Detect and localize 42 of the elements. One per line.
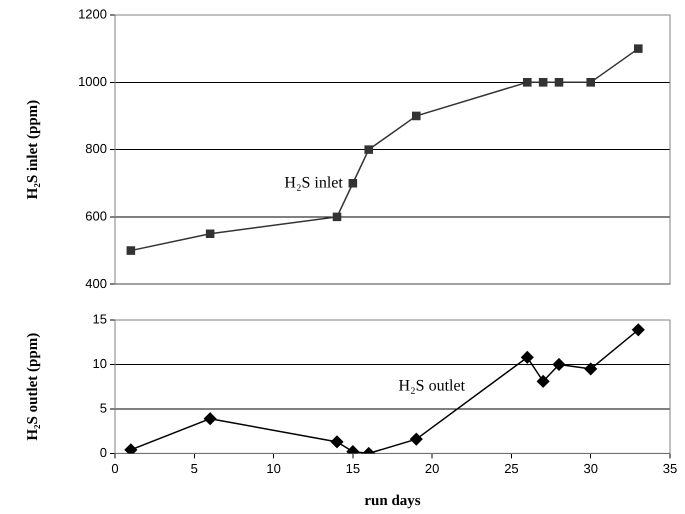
x-tick-label: 20 — [424, 460, 440, 476]
point — [348, 178, 358, 188]
point — [412, 112, 421, 120]
y-tick-label: 1200 — [78, 6, 107, 22]
point — [204, 412, 216, 425]
y-axis-title: H₂S outlet (ppm) — [24, 332, 41, 441]
series-label: H₂S outlet — [398, 377, 466, 394]
point — [410, 432, 423, 446]
y-tick-label: 400 — [85, 276, 107, 291]
point — [538, 78, 548, 87]
series-label: H₂S inlet — [284, 174, 344, 192]
point — [124, 444, 138, 454]
point — [632, 324, 645, 336]
x-tick-label: 15 — [346, 460, 360, 476]
x-tick-label: 0 — [111, 460, 119, 476]
y-tick-label: 0 — [100, 444, 107, 460]
point — [584, 362, 597, 376]
point — [521, 351, 534, 364]
y-tick-label: 1000 — [78, 74, 107, 89]
x-tick-label: 25 — [504, 460, 519, 476]
x-tick-label: 10 — [266, 460, 281, 476]
x-tick-label: 30 — [583, 460, 598, 476]
point — [364, 145, 373, 154]
x-axis-title: run days — [364, 492, 421, 509]
point — [634, 44, 643, 53]
y-tick-label: 800 — [85, 141, 107, 156]
point — [332, 212, 342, 222]
y-tick-label: 600 — [85, 208, 107, 224]
point — [523, 78, 532, 87]
point — [330, 436, 344, 448]
point — [206, 229, 214, 238]
point — [552, 358, 566, 371]
y-axis-title: H₂S inlet (ppm) — [24, 100, 41, 200]
y-tick-label: 5 — [100, 400, 107, 416]
point — [586, 78, 595, 87]
point — [126, 246, 136, 255]
point — [536, 375, 550, 388]
x-tick-label: 5 — [190, 460, 198, 476]
y-tick-label: 15 — [92, 312, 107, 327]
y-tick-label: 10 — [92, 356, 107, 372]
point — [554, 78, 564, 87]
x-tick-label: 35 — [662, 460, 678, 476]
